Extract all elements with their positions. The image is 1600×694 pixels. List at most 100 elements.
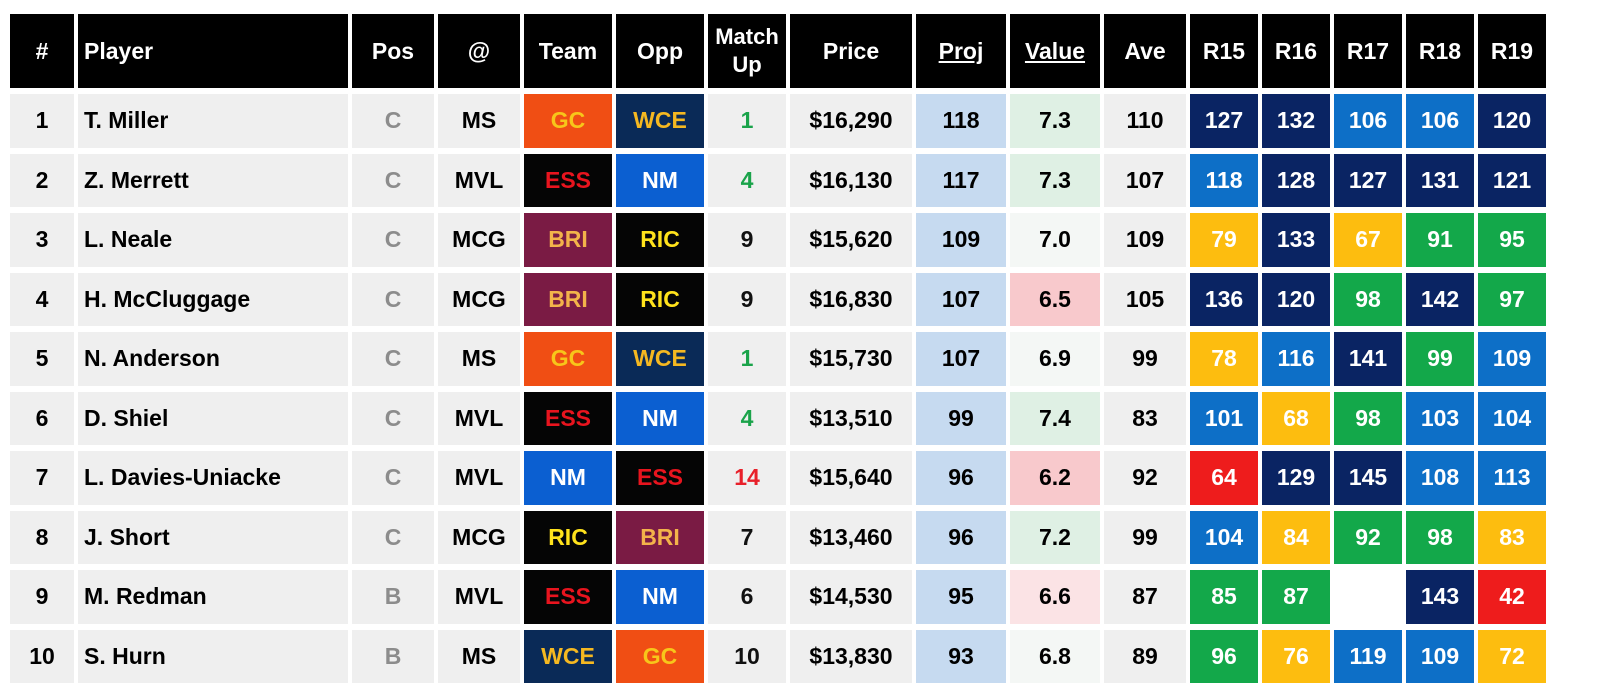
header-team[interactable]: Team (524, 14, 612, 88)
matchup-cell: 1 (708, 94, 786, 148)
average-cell: 89 (1104, 629, 1186, 683)
round-score-cell: 113 (1478, 451, 1546, 505)
matchup-cell: 9 (708, 272, 786, 326)
table-row[interactable]: 6 D. Shiel C MVL ESS NM 4 $13,510 99 7.4 83 101 68 98… (10, 391, 1546, 445)
header-value[interactable]: Value (1010, 14, 1100, 88)
price-cell: $13,830 (790, 629, 912, 683)
venue-cell: MS (438, 332, 520, 386)
opponent-badge: NM (616, 391, 704, 445)
round-score-cell: 127 (1334, 153, 1402, 207)
rank-cell: 9 (10, 570, 74, 624)
position-cell: C (352, 391, 434, 445)
header-round[interactable]: R18 (1406, 14, 1474, 88)
average-cell: 99 (1104, 332, 1186, 386)
header-round[interactable]: R16 (1262, 14, 1330, 88)
average-cell: 105 (1104, 272, 1186, 326)
position-cell: C (352, 332, 434, 386)
header-pos[interactable]: Pos (352, 14, 434, 88)
round-score-cell: 92 (1334, 510, 1402, 564)
opponent-badge: WCE (616, 332, 704, 386)
round-score-cell: 98 (1334, 391, 1402, 445)
average-cell: 99 (1104, 510, 1186, 564)
rank-cell: 10 (10, 629, 74, 683)
player-name: Z. Merrett (78, 153, 348, 207)
venue-cell: MCG (438, 510, 520, 564)
table-row[interactable]: 4 H. McCluggage C MCG BRI RIC 9 $16,830 107 6.5 10… (10, 272, 1546, 326)
header-player[interactable]: Player (78, 14, 348, 88)
header-matchup-line2: Up (732, 52, 762, 77)
opponent-badge: NM (616, 153, 704, 207)
team-badge: WCE (524, 629, 612, 683)
round-score-cell: 131 (1406, 153, 1474, 207)
average-cell: 87 (1104, 570, 1186, 624)
table-row[interactable]: 2 Z. Merrett C MVL ESS NM 4 $16,130 117 7.3 107 118… (10, 153, 1546, 207)
table-row[interactable]: 5 N. Anderson C MS GC WCE 1 $15,730 107 6.9 99 78 11… (10, 332, 1546, 386)
header-round[interactable]: R19 (1478, 14, 1546, 88)
player-name: S. Hurn (78, 629, 348, 683)
header-matchup-line1: Match (715, 24, 779, 49)
round-score-cell: 98 (1406, 510, 1474, 564)
player-name: L. Davies-Uniacke (78, 451, 348, 505)
price-cell: $16,830 (790, 272, 912, 326)
header-matchup[interactable]: Match Up (708, 14, 786, 88)
price-cell: $13,460 (790, 510, 912, 564)
team-badge: BRI (524, 272, 612, 326)
opponent-badge: RIC (616, 272, 704, 326)
venue-cell: MCG (438, 272, 520, 326)
round-score-cell: 99 (1406, 332, 1474, 386)
round-score-cell: 128 (1262, 153, 1330, 207)
average-cell: 83 (1104, 391, 1186, 445)
header-round[interactable]: R15 (1190, 14, 1258, 88)
projection-cell: 99 (916, 391, 1006, 445)
opponent-badge: WCE (616, 94, 704, 148)
header-venue[interactable]: @ (438, 14, 520, 88)
header-proj[interactable]: Proj (916, 14, 1006, 88)
header-rank[interactable]: # (10, 14, 74, 88)
round-score-cell: 120 (1262, 272, 1330, 326)
position-cell: B (352, 570, 434, 624)
team-badge: GC (524, 332, 612, 386)
round-score-cell: 78 (1190, 332, 1258, 386)
team-badge: RIC (524, 510, 612, 564)
round-score-cell (1334, 570, 1402, 624)
player-rankings-table: # Player Pos @ Team Opp Match Up Price P… (6, 8, 1550, 689)
table-row[interactable]: 9 M. Redman B MVL ESS NM 6 $14,530 95 6.6 87 85 87 14… (10, 570, 1546, 624)
projection-cell: 107 (916, 272, 1006, 326)
round-score-cell: 104 (1478, 391, 1546, 445)
round-score-cell: 98 (1334, 272, 1402, 326)
header-value-link[interactable]: Value (1024, 38, 1086, 64)
round-score-cell: 85 (1190, 570, 1258, 624)
round-score-cell: 67 (1334, 213, 1402, 267)
header-price[interactable]: Price (790, 14, 912, 88)
value-cell: 7.0 (1010, 213, 1100, 267)
header-proj-link[interactable]: Proj (938, 38, 984, 64)
round-score-cell: 118 (1190, 153, 1258, 207)
header-ave[interactable]: Ave (1104, 14, 1186, 88)
table-row[interactable]: 1 T. Miller C MS GC WCE 1 $16,290 118 7.3 110 127 13… (10, 94, 1546, 148)
round-score-cell: 133 (1262, 213, 1330, 267)
header-round[interactable]: R17 (1334, 14, 1402, 88)
team-badge: GC (524, 94, 612, 148)
value-cell: 6.6 (1010, 570, 1100, 624)
player-name: T. Miller (78, 94, 348, 148)
opponent-badge: ESS (616, 451, 704, 505)
table-row[interactable]: 3 L. Neale C MCG BRI RIC 9 $15,620 109 7.0 109 79 13… (10, 213, 1546, 267)
value-cell: 7.4 (1010, 391, 1100, 445)
round-score-cell: 141 (1334, 332, 1402, 386)
round-score-cell: 142 (1406, 272, 1474, 326)
round-score-cell: 97 (1478, 272, 1546, 326)
table-row[interactable]: 7 L. Davies-Uniacke C MVL NM ESS 14 $15,640 96 6.… (10, 451, 1546, 505)
average-cell: 92 (1104, 451, 1186, 505)
price-cell: $16,130 (790, 153, 912, 207)
round-score-cell: 106 (1406, 94, 1474, 148)
opponent-badge: GC (616, 629, 704, 683)
header-opp[interactable]: Opp (616, 14, 704, 88)
position-cell: C (352, 272, 434, 326)
rank-cell: 7 (10, 451, 74, 505)
table-row[interactable]: 10 S. Hurn B MS WCE GC 10 $13,830 93 6.8 89 96 76 119… (10, 629, 1546, 683)
table-row[interactable]: 8 J. Short C MCG RIC BRI 7 $13,460 96 7.2 99 104 84 9… (10, 510, 1546, 564)
player-name: L. Neale (78, 213, 348, 267)
player-name: J. Short (78, 510, 348, 564)
projection-cell: 96 (916, 510, 1006, 564)
position-cell: C (352, 510, 434, 564)
